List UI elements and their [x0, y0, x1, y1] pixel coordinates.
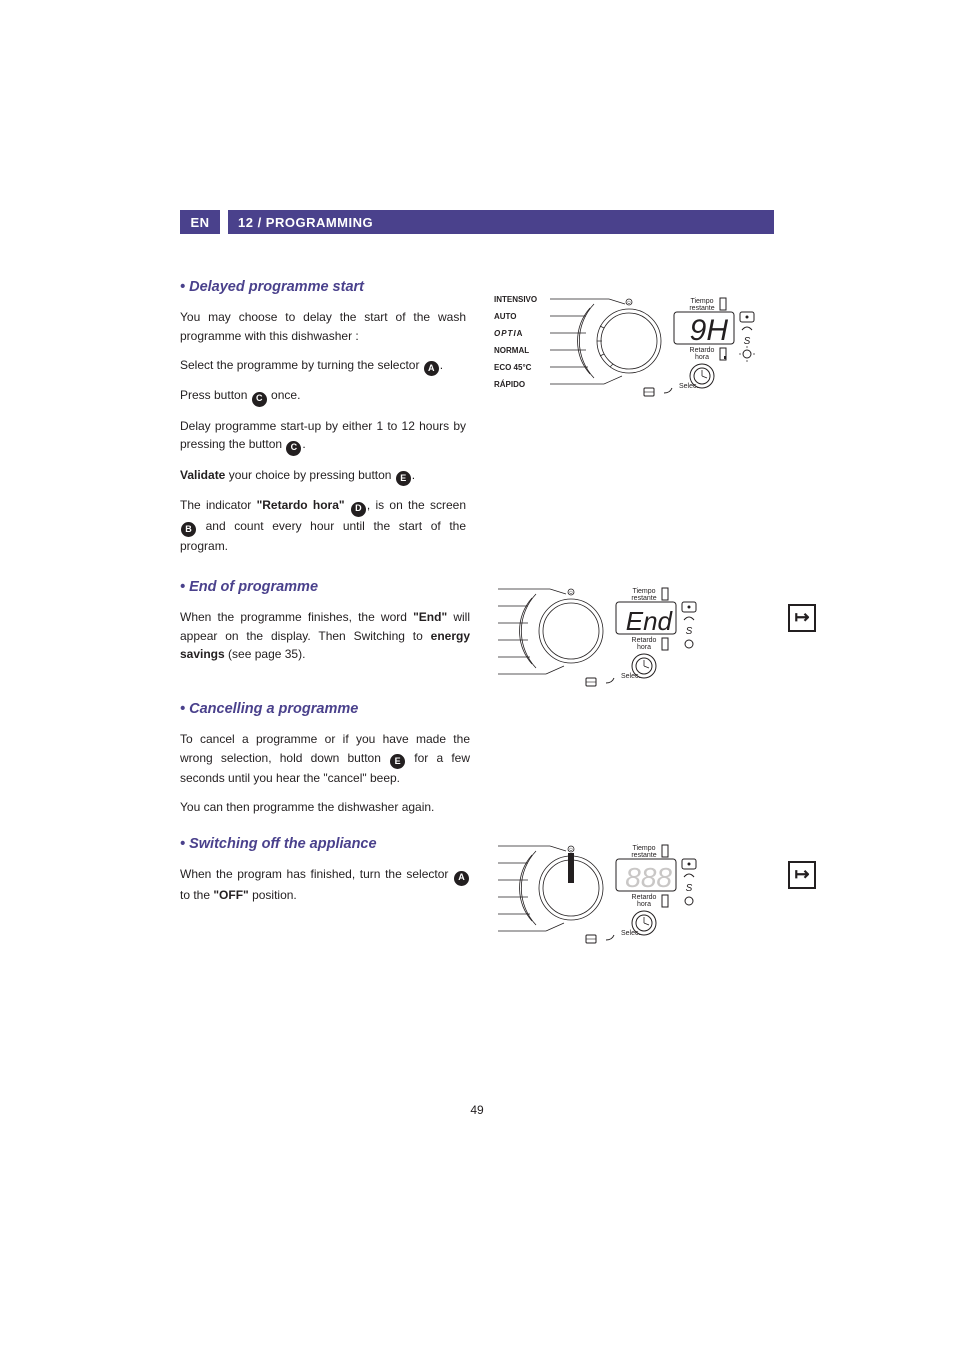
header-gap: [220, 210, 228, 234]
label-selec: Selec.: [679, 383, 699, 390]
end-text-col: End of programme When the programme fini…: [180, 576, 470, 827]
text: and count every hour until the start of …: [180, 519, 466, 553]
panel-svg-off: ⏻ Tiempo restante 888 Retardo hora: [498, 843, 758, 973]
svg-text:hora: hora: [637, 901, 651, 908]
display-end: End: [626, 606, 674, 636]
arrow-icon: ↦: [788, 604, 816, 632]
svg-text:Retardo: Retardo: [632, 894, 657, 901]
svg-text:restante: restante: [631, 595, 656, 602]
text: position.: [249, 888, 297, 902]
chapter-header: EN 12 / PROGRAMMING: [180, 210, 774, 234]
delayed-p5: Validate your choice by pressing button …: [180, 466, 466, 486]
cancel-p1: To cancel a programme or if you have mad…: [180, 730, 470, 788]
text: to the: [180, 888, 213, 902]
text-bold: "OFF": [213, 888, 248, 902]
chapter-title: 12 / PROGRAMMING: [228, 210, 774, 234]
text: .: [302, 437, 305, 451]
text: once.: [268, 388, 301, 402]
off-figure-col: ↦ ⏻: [498, 833, 774, 1013]
badge-c-icon: C: [286, 441, 301, 456]
text: The indicator: [180, 498, 257, 512]
heading-cancel: Cancelling a programme: [180, 698, 470, 720]
svg-text:S: S: [686, 883, 693, 894]
text-bold: Validate: [180, 468, 225, 482]
delayed-p3: Press button C once.: [180, 386, 466, 406]
svg-text:hora: hora: [637, 644, 651, 651]
cancel-p2: You can then programme the dishwasher ag…: [180, 798, 470, 817]
end-p1: When the programme finishes, the word "E…: [180, 608, 470, 664]
delayed-p2: Select the programme by turning the sele…: [180, 356, 466, 376]
lang-badge: EN: [180, 210, 220, 234]
panel-figure-end: ↦ ⏻: [498, 586, 774, 716]
arrow-icon: ↦: [788, 861, 816, 889]
display-off: 888: [625, 862, 672, 893]
row-off: Switching off the appliance When the pro…: [180, 833, 774, 1013]
badge-a-icon: A: [454, 871, 469, 886]
svg-text:S: S: [686, 626, 693, 637]
label-tiempo: Tiempo: [690, 298, 713, 305]
panel-figure-off: ↦ ⏻: [498, 843, 774, 973]
badge-c-icon: C: [252, 392, 267, 407]
svg-text:S: S: [744, 336, 751, 347]
delayed-p4: Delay programme start-up by either 1 to …: [180, 417, 466, 456]
svg-text:Retardo: Retardo: [632, 637, 657, 644]
badge-b-icon: B: [181, 522, 196, 537]
heading-off: Switching off the appliance: [180, 833, 470, 855]
text: Delay programme start-up by either 1 to …: [180, 419, 466, 452]
delayed-p6: The indicator "Retardo hora" D, is on th…: [180, 496, 466, 556]
text: your choice by pressing button: [225, 468, 394, 482]
svg-text:Selec.: Selec.: [621, 673, 641, 680]
svg-text:hora: hora: [695, 354, 709, 361]
svg-text:Retardo: Retardo: [690, 347, 715, 354]
badge-e-icon: E: [390, 754, 405, 769]
prog-auto: AUTO: [494, 313, 537, 321]
prog-rapido: RÁPIDO: [494, 381, 537, 389]
text-bold: "Retardo hora": [257, 498, 345, 512]
svg-text:Tiempo: Tiempo: [632, 588, 655, 595]
page: EN 12 / PROGRAMMING Delayed programme st…: [0, 0, 954, 1177]
prog-normal: NORMAL: [494, 347, 537, 355]
svg-text:Selec.: Selec.: [621, 930, 641, 937]
off-text-col: Switching off the appliance When the pro…: [180, 833, 470, 1013]
panel-svg-end: ⏻ Tiempo restante End Retardo hora: [498, 586, 758, 716]
off-p1: When the program has finished, turn the …: [180, 865, 470, 904]
end-figure-col: ↦ ⏻: [498, 576, 774, 827]
text-bold: "End": [413, 610, 447, 624]
text: Press button: [180, 388, 251, 402]
text: .: [440, 358, 443, 372]
svg-text:restante: restante: [689, 305, 714, 312]
heading-end: End of programme: [180, 576, 470, 598]
page-number: 49: [180, 1103, 774, 1117]
text: .: [412, 468, 415, 482]
text: (see page 35).: [225, 647, 306, 661]
text: Select the programme by turning the sele…: [180, 358, 423, 372]
delayed-figure-col: INTENSIVO AUTO OPTIA NORMAL ECO 45°C RÁP…: [494, 276, 774, 566]
text: , is on the screen: [367, 498, 466, 512]
badge-e-icon: E: [396, 471, 411, 486]
svg-text:Tiempo: Tiempo: [632, 845, 655, 852]
panel-figure-delayed: INTENSIVO AUTO OPTIA NORMAL ECO 45°C RÁP…: [494, 296, 774, 426]
svg-text:restante: restante: [631, 852, 656, 859]
prog-eco: ECO 45°C: [494, 364, 537, 372]
delayed-text-col: Delayed programme start You may choose t…: [180, 276, 466, 566]
row-delayed: Delayed programme start You may choose t…: [180, 276, 774, 566]
display-9h: 9H: [690, 314, 729, 347]
text: When the program has finished, turn the …: [180, 867, 453, 881]
text: When the programme finishes, the word: [180, 610, 413, 624]
delayed-p1: You may choose to delay the start of the…: [180, 308, 466, 345]
prog-intensivo: INTENSIVO: [494, 296, 537, 304]
row-end: End of programme When the programme fini…: [180, 576, 774, 827]
heading-delayed: Delayed programme start: [180, 276, 466, 298]
prog-opti: OPTIA: [494, 330, 537, 338]
program-list: INTENSIVO AUTO OPTIA NORMAL ECO 45°C RÁP…: [494, 296, 537, 398]
badge-a-icon: A: [424, 361, 439, 376]
badge-d-icon: D: [351, 502, 366, 517]
